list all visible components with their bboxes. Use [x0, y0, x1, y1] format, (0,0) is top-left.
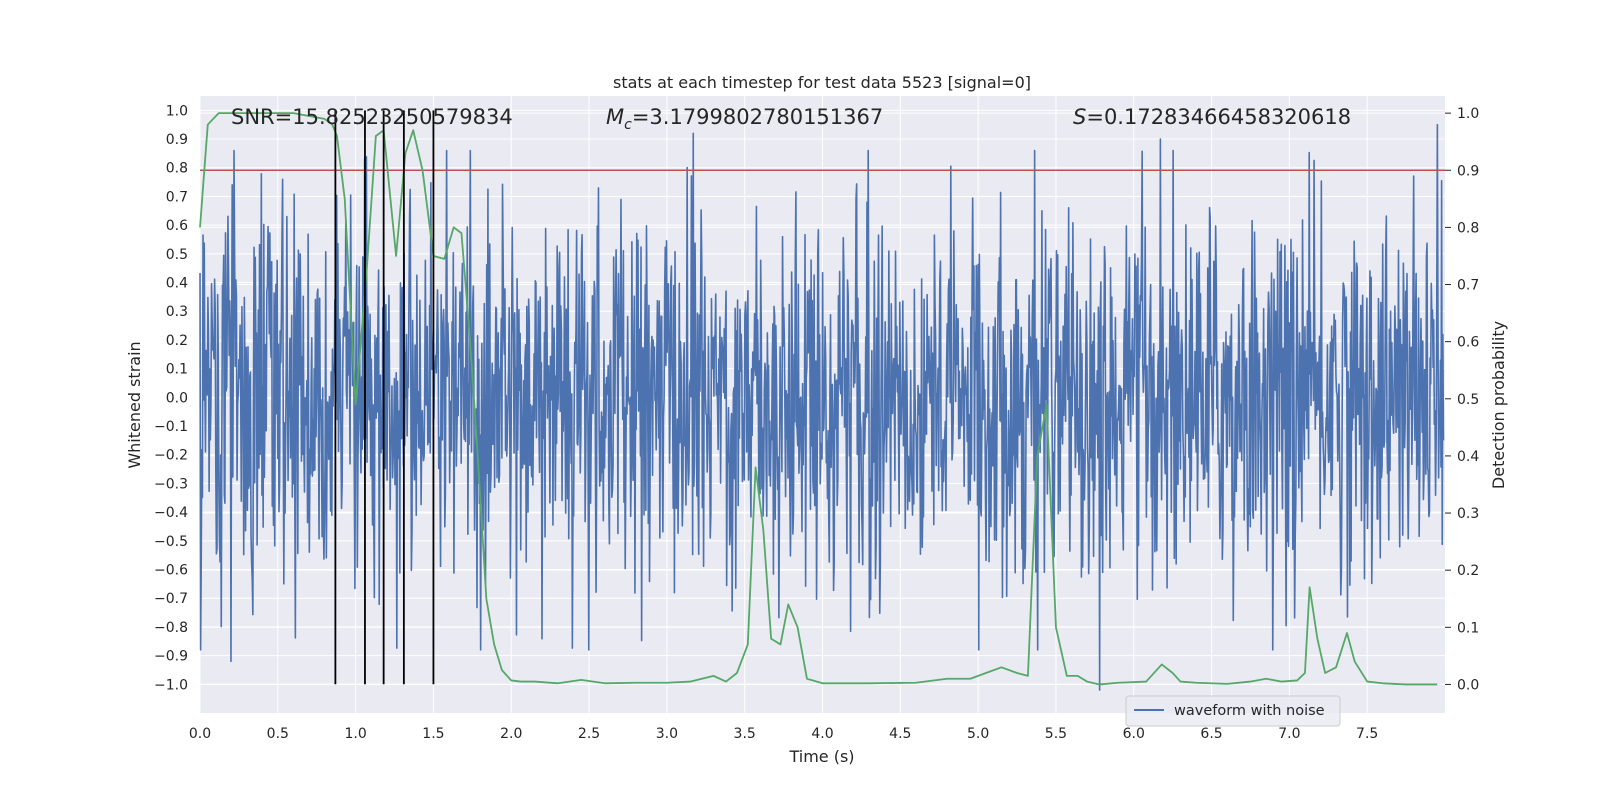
y-right-tick-label: 1.0	[1457, 106, 1479, 122]
y-tick-label: 0.1	[166, 362, 188, 378]
x-ticks: 0.0 0.5 1.0 1.5 2.0 2.5 3.0 3.5 4.0 4.5 5.0 5.5 6.0 6…	[189, 726, 1378, 742]
x-tick-label: 3.5	[734, 726, 756, 742]
y-right-tick-label: 0.6	[1457, 335, 1479, 351]
y-right-tick-label: 0.8	[1457, 220, 1479, 236]
x-axis-label: Time (s)	[788, 747, 854, 766]
x-tick-label: 5.5	[1045, 726, 1067, 742]
y-right-tick-label: 0.7	[1457, 278, 1479, 294]
x-tick-label: 6.0	[1123, 726, 1145, 742]
y-ticks-left: 1.0 0.9 0.8 0.7 0.6 0.5 0.4 0.3 0.2 0.1 0.0 −0.1 −0.…	[154, 103, 188, 693]
y-right-tick-label: 0.2	[1457, 563, 1479, 579]
x-tick-label: 3.0	[656, 726, 678, 742]
legend-label: waveform with noise	[1174, 703, 1325, 719]
y-tick-label: 0.8	[166, 161, 188, 177]
y-tick-label: −0.3	[154, 476, 188, 492]
x-tick-label: 4.0	[811, 726, 833, 742]
chirp-mass-subscript: c	[624, 117, 632, 133]
y-tick-label: 0.4	[166, 276, 188, 292]
snr-annotation: SNR=15.82523250579834	[231, 105, 513, 129]
y-tick-label: −0.1	[154, 419, 188, 435]
s-symbol: S	[1073, 105, 1086, 129]
y-axis-label-right: Detection probability	[1489, 321, 1508, 489]
y-tick-label: −0.2	[154, 448, 188, 464]
x-tick-label: 6.5	[1200, 726, 1222, 742]
y-tick-label: −0.8	[154, 620, 188, 636]
y-tick-label: 0.6	[166, 218, 188, 234]
x-tick-label: 4.5	[889, 726, 911, 742]
y-tick-label: 0.0	[166, 390, 188, 406]
y-tick-label: −1.0	[154, 677, 188, 693]
x-tick-label: 0.0	[189, 726, 211, 742]
waveform-line	[199, 123, 1445, 691]
y-right-tick-label: 0.1	[1457, 620, 1479, 636]
legend: waveform with noise	[1125, 695, 1341, 727]
x-tick-label: 1.5	[422, 726, 444, 742]
y-right-tick-label: 0.3	[1457, 506, 1479, 522]
legend-box	[1125, 695, 1341, 727]
y-tick-label: 0.3	[166, 304, 188, 320]
chirp-mass-symbol: M	[606, 105, 624, 129]
y-tick-label: −0.4	[154, 505, 188, 521]
probability-series	[199, 112, 1438, 686]
chirp-mass-annotation: Mc=3.1799802780151367	[606, 105, 883, 133]
y-tick-label: −0.9	[154, 649, 188, 665]
detection-probability-line	[199, 112, 1438, 686]
y-tick-label: 0.7	[166, 189, 188, 205]
y-ticks-right: 1.0 0.9 0.8 0.7 0.6 0.5 0.4 0.3 0.2 0.1 0.0	[1445, 106, 1479, 693]
x-tick-label: 0.5	[267, 726, 289, 742]
x-tick-label: 2.5	[578, 726, 600, 742]
y-right-tick-label: 0.9	[1457, 163, 1479, 179]
s-value: =0.17283466458320618	[1086, 105, 1351, 129]
s-annotation: S=0.17283466458320618	[1073, 105, 1351, 129]
y-axis-label-left: Whitened strain	[125, 341, 144, 468]
y-tick-label: 0.2	[166, 333, 188, 349]
x-tick-label: 7.5	[1356, 726, 1378, 742]
vertical-markers	[334, 110, 435, 685]
chart-title: stats at each timestep for test data 552…	[613, 73, 1031, 92]
y-tick-label: −0.5	[154, 534, 188, 550]
y-right-tick-label: 0.0	[1457, 677, 1479, 693]
x-tick-label: 5.0	[967, 726, 989, 742]
x-tick-label: 1.0	[344, 726, 366, 742]
x-tick-label: 7.0	[1278, 726, 1300, 742]
y-right-tick-label: 0.5	[1457, 392, 1479, 408]
y-right-tick-label: 0.4	[1457, 449, 1479, 465]
waveform-series	[199, 123, 1445, 691]
y-tick-label: 0.9	[166, 132, 188, 148]
y-tick-label: 1.0	[166, 103, 188, 119]
y-tick-label: −0.6	[154, 563, 188, 579]
y-tick-label: −0.7	[154, 591, 188, 607]
y-tick-label: 0.5	[166, 247, 188, 263]
chirp-mass-value: =3.1799802780151367	[632, 105, 883, 129]
x-tick-label: 2.0	[500, 726, 522, 742]
